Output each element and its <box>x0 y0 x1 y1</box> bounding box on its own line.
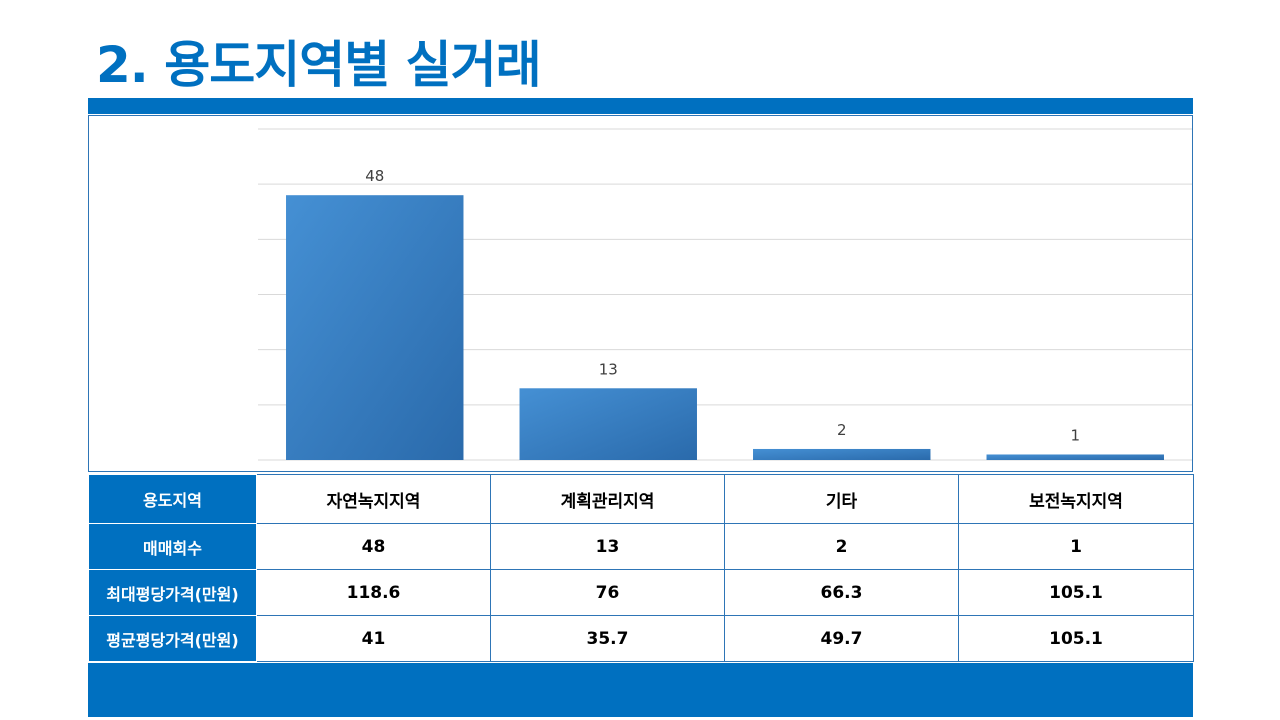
table-cell: 13 <box>490 523 725 570</box>
row-label: 평균평당가격(만원) <box>88 615 257 662</box>
data-label-3: 1 <box>1070 426 1080 444</box>
table-cell: 48 <box>256 523 491 570</box>
bar-1 <box>519 388 697 460</box>
table-column-header: 계획관리지역 <box>490 474 725 524</box>
bar-2 <box>753 448 931 460</box>
table-cell: 1 <box>958 523 1194 570</box>
data-table: 용도지역 자연녹지지역 계획관리지역 기타 보전녹지지역 매매회수 48 13 … <box>88 474 1194 662</box>
bar-chart: 48 13 2 1 <box>88 115 1193 472</box>
table-cell: 105.1 <box>958 615 1194 662</box>
bar-0 <box>286 195 464 460</box>
page-title: 2. 용도지역별 실거래 <box>96 36 542 94</box>
table-cell: 76 <box>490 569 725 616</box>
table-column-header: 자연녹지지역 <box>256 474 491 524</box>
table-row: 매매회수 48 13 2 1 <box>88 523 1194 570</box>
bar-chart-svg: 48 13 2 1 <box>258 128 1192 461</box>
table-column-header: 보전녹지지역 <box>958 474 1194 524</box>
table-header-row: 용도지역 자연녹지지역 계획관리지역 기타 보전녹지지역 <box>88 474 1194 524</box>
bar-3 <box>986 454 1164 460</box>
table-column-header: 기타 <box>724 474 959 524</box>
title-underline-bar <box>88 98 1193 114</box>
table-cell: 49.7 <box>724 615 959 662</box>
row-label: 최대평당가격(만원) <box>88 569 257 616</box>
data-label-0: 48 <box>365 167 384 185</box>
table-row: 최대평당가격(만원) 118.6 76 66.3 105.1 <box>88 569 1194 616</box>
footer-bar <box>88 663 1193 717</box>
table-cell: 35.7 <box>490 615 725 662</box>
table-row: 평균평당가격(만원) 41 35.7 49.7 105.1 <box>88 615 1194 662</box>
data-label-1: 13 <box>599 360 618 378</box>
row-label: 매매회수 <box>88 523 257 570</box>
data-label-2: 2 <box>837 421 847 439</box>
table-cell: 2 <box>724 523 959 570</box>
table-cell: 105.1 <box>958 569 1194 616</box>
table-cell: 118.6 <box>256 569 491 616</box>
table-header-label: 용도지역 <box>88 474 257 524</box>
table-cell: 66.3 <box>724 569 959 616</box>
table-cell: 41 <box>256 615 491 662</box>
